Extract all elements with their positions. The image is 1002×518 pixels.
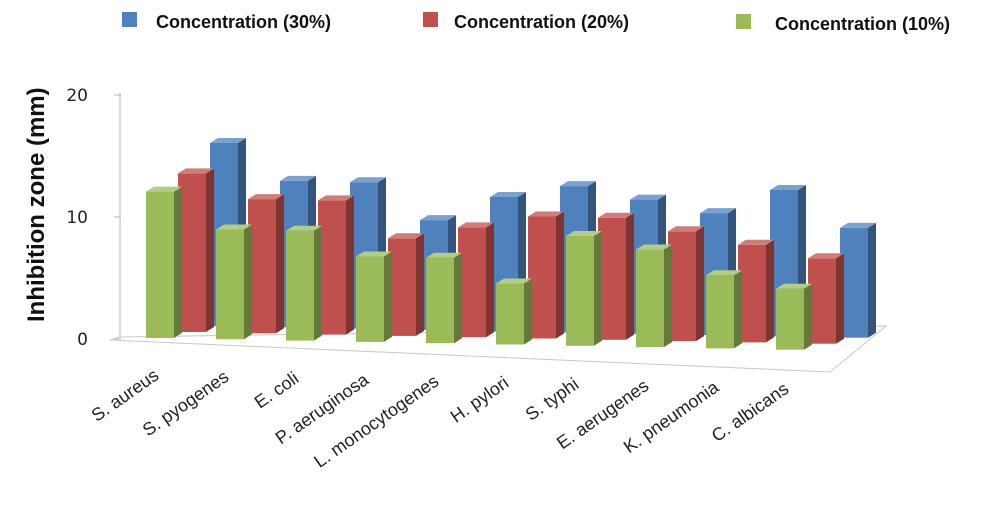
legend-label-30: Concentration (30%) [156,12,331,32]
bar-concentration-10-e-coli [286,225,322,341]
y-tick-labels: 0 10 20 [66,86,121,350]
bar-concentration-20-s-aureus [178,168,214,332]
bar-concentration-20-l-monocytogenes [458,222,494,338]
bar-concentration-20-h-pylori [528,211,564,339]
legend-label-10: Concentration (10%) [775,14,950,34]
y-tick-label: 20 [66,86,88,106]
legend-label-20: Concentration (20%) [454,12,629,32]
bar-concentration-10-p-aeruginosa [356,251,392,342]
bar-concentration-10-h-pylori [496,278,532,345]
legend-swatch-20 [423,12,438,27]
bar-concentration-20-s-pyogenes [248,194,284,334]
category-label-h-pylori: H. pylori [447,372,513,426]
y-tick-label: 10 [66,208,88,228]
bar-concentration-10-s-typhi [566,231,602,346]
bar-concentration-20-k-pneumonia [738,239,774,343]
bar-concentration-10-c-albicans [776,283,812,350]
legend-swatch-10 [736,14,751,29]
bar-concentration-20-e-aerugenes [668,226,704,342]
bar-concentration-10-l-monocytogenes [426,252,462,344]
bar-concentration-10-k-pneumonia [706,270,742,349]
bar-concentration-30-c-albicans [840,222,876,338]
category-label-l-monocytogenes: L. monocytogenes [310,371,442,472]
y-tick-label: 0 [77,330,88,350]
category-label-e-coli: E. coli [251,368,303,413]
bar-concentration-10-s-pyogenes [216,224,252,340]
bar-concentration-20-e-coli [318,195,354,335]
legend: Concentration (30%) Concentration (20%) … [122,12,950,34]
bar-concentration-10-s-aureus [146,186,182,338]
category-label-s-typhi: S. typhi [522,374,583,425]
bar-concentration-20-s-typhi [598,212,634,340]
category-label-c-albicans: C. albicans [708,378,792,445]
bars [146,138,876,350]
bar-concentration-20-c-albicans [808,253,844,344]
bar-concentration-10-e-aerugenes [636,244,672,348]
legend-swatch-30 [122,12,137,27]
bar-concentration-20-p-aeruginosa [388,233,424,336]
y-axis-title: Inhibition zone (mm) [23,87,50,322]
